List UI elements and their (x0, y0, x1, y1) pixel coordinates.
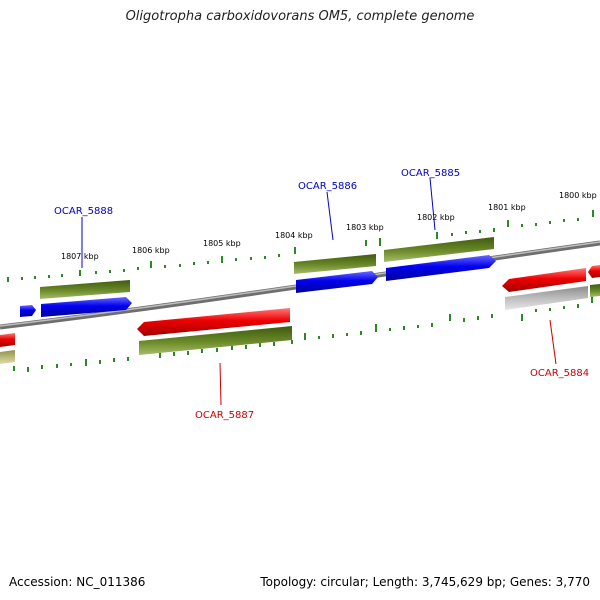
gene-label[interactable]: OCAR_5887 (195, 410, 254, 421)
kbp-label: 1807 kbp (61, 252, 99, 261)
label-leader-line (429, 177, 436, 231)
outer-tick-track (7, 210, 594, 282)
gene-arrow-minus[interactable] (0, 333, 15, 347)
gene-arrow-plus[interactable] (386, 255, 496, 281)
kbp-label: 1801 kbp (488, 203, 526, 212)
misc-feature[interactable] (505, 286, 588, 310)
gene-arrow-plus[interactable] (296, 271, 378, 293)
cds-feature-minus[interactable] (590, 284, 600, 297)
kbp-label: 1802 kbp (417, 213, 455, 222)
pseudo-feature[interactable] (0, 350, 15, 364)
gene-arrow-minus[interactable] (502, 268, 586, 292)
kbp-label: 1803 kbp (346, 223, 384, 232)
gene-arrow-minus[interactable] (588, 265, 600, 278)
inner-tick-track (13, 296, 593, 372)
kbp-label: 1806 kbp (132, 246, 170, 255)
gene-arrow-minus[interactable] (137, 308, 290, 336)
cds-feature-minus[interactable] (139, 326, 292, 355)
topology-text: Topology: circular; Length: 3,745,629 bp… (260, 575, 590, 589)
gene-arrow-plus[interactable] (41, 297, 132, 317)
gene-label[interactable]: OCAR_5886 (298, 181, 357, 192)
map-title: Oligotropha carboxidovorans OM5, complet… (125, 9, 475, 24)
gene-label[interactable]: OCAR_5885 (401, 168, 460, 179)
gene-label[interactable]: OCAR_5888 (54, 206, 113, 217)
gene-label[interactable]: OCAR_5884 (530, 368, 589, 379)
gene-arrow-plus[interactable] (20, 305, 36, 317)
label-leader-line (219, 362, 222, 406)
label-leader-line (549, 319, 557, 365)
accession-text: Accession: NC_011386 (9, 575, 146, 589)
kbp-label: 1805 kbp (203, 239, 241, 248)
cds-feature-plus[interactable] (384, 237, 494, 262)
cds-feature-plus[interactable] (40, 280, 130, 299)
cds-feature-plus[interactable] (294, 254, 376, 274)
label-leader-line (326, 191, 334, 241)
kbp-label: 1800 kbp (559, 191, 597, 200)
kbp-label: 1804 kbp (275, 231, 313, 240)
